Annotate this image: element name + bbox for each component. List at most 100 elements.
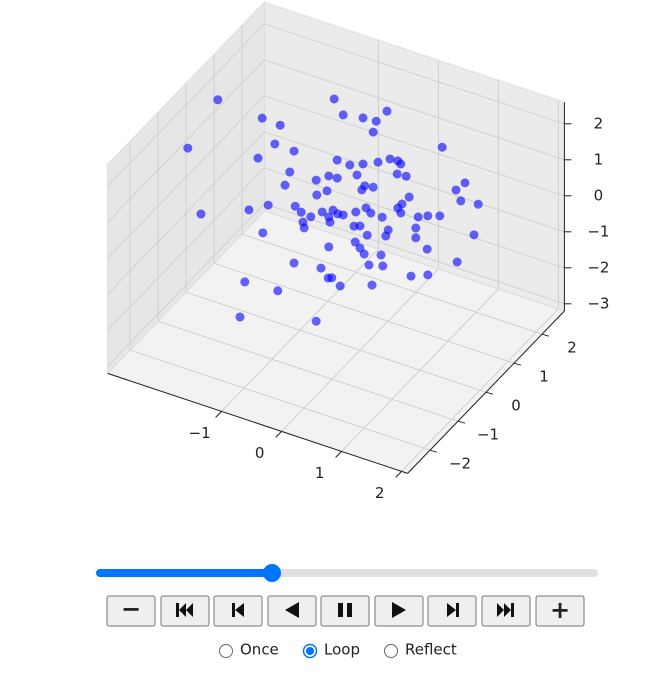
grid-line xyxy=(107,131,265,295)
grid-line xyxy=(241,233,543,335)
point xyxy=(324,171,334,181)
point xyxy=(422,244,432,254)
point xyxy=(351,207,361,217)
point xyxy=(335,281,345,291)
point xyxy=(299,223,309,233)
point xyxy=(413,212,423,222)
point xyxy=(317,207,327,217)
x-tick-mark xyxy=(215,411,222,418)
button-pause[interactable] xyxy=(320,595,370,627)
point xyxy=(311,316,321,326)
point xyxy=(235,312,245,322)
radio-reflect[interactable]: Reflect xyxy=(384,641,457,659)
point xyxy=(451,185,461,195)
x-tick-label: −1 xyxy=(189,424,211,442)
button-label: − xyxy=(121,595,141,623)
point xyxy=(270,139,280,149)
x-tick-mark xyxy=(395,471,402,478)
y-tick-mark xyxy=(429,449,438,453)
x-axis-line xyxy=(107,372,408,474)
point xyxy=(253,153,263,163)
z-tick-label: −3 xyxy=(587,294,609,312)
radio-once[interactable]: Once xyxy=(219,641,279,659)
point xyxy=(359,249,369,259)
x-tick-label: 0 xyxy=(255,444,265,462)
y-axis-line xyxy=(407,310,565,474)
point xyxy=(329,94,339,104)
button-zoom-in[interactable]: + xyxy=(535,595,585,627)
point xyxy=(327,273,337,283)
radio-label: Reflect xyxy=(405,641,457,659)
point xyxy=(364,260,374,270)
point xyxy=(358,159,368,169)
button-zoom-out[interactable]: − xyxy=(106,595,156,627)
point xyxy=(263,200,273,210)
point xyxy=(367,280,377,290)
point xyxy=(213,95,223,105)
point xyxy=(437,142,447,152)
grid-line xyxy=(185,291,487,393)
point xyxy=(183,143,193,153)
button-last[interactable] xyxy=(481,595,531,627)
point xyxy=(345,160,355,170)
button-first[interactable] xyxy=(160,595,210,627)
point xyxy=(377,212,387,222)
point xyxy=(452,257,462,267)
grid-line xyxy=(264,203,565,305)
point xyxy=(289,146,299,156)
point xyxy=(325,217,335,227)
point xyxy=(385,154,395,164)
point xyxy=(355,221,365,231)
y-tick-label: −2 xyxy=(449,455,471,473)
button-play-reverse[interactable] xyxy=(267,595,317,627)
point xyxy=(435,211,445,221)
point xyxy=(285,167,295,177)
point xyxy=(258,228,268,238)
z-tick-label: 0 xyxy=(594,186,604,204)
point xyxy=(306,212,316,222)
point xyxy=(456,196,466,206)
grid-line xyxy=(264,95,565,197)
point xyxy=(396,159,406,169)
point xyxy=(275,120,285,130)
point xyxy=(362,230,372,240)
point xyxy=(240,277,250,287)
point xyxy=(423,211,433,221)
radio-label: Once xyxy=(240,641,279,659)
point xyxy=(332,173,342,183)
grid-line xyxy=(107,95,265,259)
grid-line xyxy=(264,23,565,125)
y-tick-label: 2 xyxy=(567,339,577,357)
z-tick-label: −2 xyxy=(587,258,609,276)
point xyxy=(411,223,421,233)
point xyxy=(289,258,299,268)
point xyxy=(368,127,378,137)
point xyxy=(273,286,283,296)
button-step-back[interactable] xyxy=(213,595,263,627)
y-tick-label: 1 xyxy=(539,368,549,386)
button-play[interactable] xyxy=(374,595,424,627)
grid-line xyxy=(213,262,515,364)
slider-thumb[interactable] xyxy=(263,564,281,582)
z-tick-label: −1 xyxy=(587,222,609,240)
point xyxy=(311,175,321,185)
x-tick-label: 1 xyxy=(315,464,325,482)
x-tick-mark xyxy=(335,451,342,458)
grid-line xyxy=(107,23,265,187)
point xyxy=(338,210,348,220)
grid-line xyxy=(129,349,431,451)
grid-line xyxy=(107,203,265,367)
y-tick-mark xyxy=(457,420,466,424)
point xyxy=(358,113,368,123)
button-step-forward[interactable] xyxy=(427,595,477,627)
point xyxy=(332,155,342,165)
y-tick-label: −1 xyxy=(477,426,499,444)
grid-line xyxy=(264,59,565,161)
point xyxy=(196,209,206,219)
point xyxy=(396,208,406,218)
point xyxy=(257,113,267,123)
x-tick-mark xyxy=(275,431,282,438)
radio-loop[interactable]: Loop xyxy=(302,641,360,659)
button-label: + xyxy=(550,596,570,624)
